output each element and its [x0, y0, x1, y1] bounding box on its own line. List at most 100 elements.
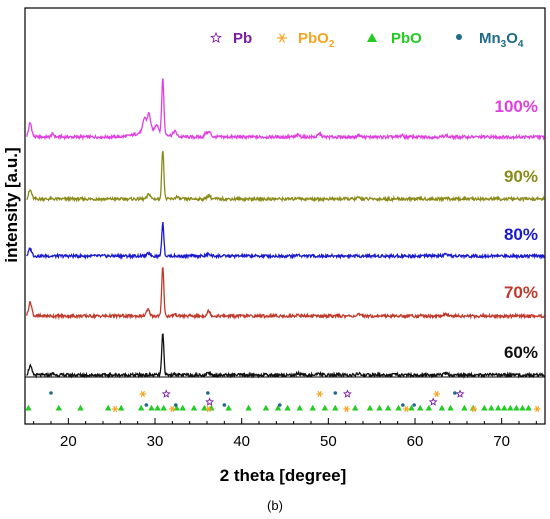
- plot-frame: [24, 7, 546, 425]
- marker-pbo: [438, 404, 446, 411]
- x-tick-label: 60: [407, 433, 424, 450]
- marker-pbo: [461, 404, 468, 411]
- legend-label-mn3o4: Mn3O4: [479, 30, 524, 50]
- marker-pbo2: [433, 390, 440, 398]
- series-labels: 100% 90% 80% 70% 60%: [495, 97, 538, 362]
- marker-pbo2: [139, 390, 147, 398]
- marker-pbo: [408, 404, 415, 411]
- marker-mn3o4: [412, 403, 416, 407]
- marker-pbo: [190, 404, 198, 411]
- marker-pbo2: [205, 405, 212, 413]
- legend-symbol-pbo2-icon: [277, 33, 287, 43]
- legend-label-pbo2: PbO2: [298, 30, 335, 50]
- marker-mn3o4: [278, 403, 282, 407]
- legend-symbols: [210, 31, 462, 43]
- marker-pbo: [225, 404, 232, 411]
- marker-pbo: [501, 404, 508, 411]
- marker-pbo: [154, 404, 161, 411]
- series-line-60pct: [26, 333, 546, 379]
- x-tick-label: 40: [233, 433, 250, 450]
- marker-pbo: [395, 404, 402, 411]
- marker-mn3o4: [333, 391, 338, 395]
- legend: Pb PbO2 PbO Mn3O4: [210, 30, 524, 50]
- marker-pbo2: [403, 405, 410, 413]
- figure-caption: (b): [267, 498, 283, 513]
- marker-pb: [161, 389, 171, 398]
- x-tick-label: 20: [60, 433, 77, 450]
- marker-pbo2: [534, 405, 541, 413]
- marker-pbo2: [169, 405, 176, 413]
- marker-pbo: [160, 404, 167, 411]
- legend-label-pb: Pb: [233, 30, 252, 47]
- series-layer: [26, 78, 546, 379]
- reference-markers: [25, 389, 541, 413]
- series-line-80pct: [26, 222, 546, 260]
- x-tick-label: 70: [493, 433, 510, 450]
- marker-pbo: [332, 404, 339, 411]
- marker-pbo: [25, 404, 32, 411]
- marker-mn3o4: [401, 403, 405, 407]
- marker-mn3o4: [453, 391, 457, 395]
- marker-pbo: [425, 404, 433, 411]
- marker-pb: [455, 389, 465, 398]
- marker-pbo: [262, 404, 270, 411]
- y-axis-title: intensity [a.u.]: [2, 147, 21, 262]
- x-tick-label: 50: [320, 433, 337, 450]
- series-label-90pct: 90%: [504, 167, 538, 186]
- marker-pbo: [488, 404, 495, 411]
- marker-pbo: [352, 404, 359, 411]
- marker-pbo: [148, 404, 155, 411]
- marker-pbo: [366, 404, 374, 411]
- marker-pbo2: [316, 390, 323, 398]
- series-line-70pct: [26, 267, 546, 320]
- marker-pbo: [118, 404, 125, 411]
- marker-pbo: [284, 404, 291, 411]
- marker-pbo2: [111, 405, 119, 413]
- marker-pbo: [481, 404, 488, 411]
- legend-symbol-mn3o4-icon: [456, 34, 462, 40]
- marker-pbo: [321, 404, 329, 411]
- marker-pbo: [201, 404, 208, 411]
- series-label-60pct: 60%: [504, 343, 538, 362]
- marker-pb: [428, 397, 438, 406]
- marker-pb: [205, 397, 215, 406]
- legend-symbol-pb-icon: [210, 31, 222, 43]
- marker-pbo: [179, 404, 186, 411]
- series-label-80pct: 80%: [504, 225, 538, 244]
- x-axis-title: 2 theta [degree]: [220, 466, 347, 485]
- x-axis: 20 30 40 50 60 70: [33, 418, 537, 450]
- marker-pbo: [376, 404, 383, 411]
- marker-mn3o4: [206, 391, 210, 395]
- marker-pbo: [296, 404, 303, 411]
- series-label-100pct: 100%: [495, 97, 538, 116]
- marker-pbo2: [470, 405, 478, 413]
- marker-mn3o4: [222, 403, 227, 407]
- marker-pbo: [77, 404, 84, 411]
- marker-pbo: [384, 404, 392, 411]
- marker-pbo: [55, 404, 62, 411]
- marker-pbo: [309, 404, 316, 411]
- legend-symbol-pbo-icon: [367, 33, 377, 42]
- marker-pbo: [507, 404, 514, 411]
- series-line-90pct: [26, 150, 545, 203]
- x-tick-label: 30: [147, 433, 164, 450]
- marker-pbo: [495, 404, 502, 411]
- marker-pbo: [525, 404, 532, 411]
- marker-pbo: [105, 404, 112, 411]
- marker-pbo: [245, 404, 252, 411]
- marker-mn3o4: [144, 403, 149, 407]
- marker-pbo: [447, 404, 454, 411]
- series-line-100pct: [26, 78, 545, 141]
- marker-pbo: [519, 404, 526, 411]
- legend-label-pbo: PbO: [391, 30, 422, 47]
- marker-pbo2: [343, 405, 350, 413]
- marker-pb: [342, 389, 352, 398]
- series-label-70pct: 70%: [504, 283, 538, 302]
- marker-pbo: [274, 404, 282, 411]
- marker-pbo: [417, 404, 424, 411]
- marker-mn3o4: [49, 391, 53, 395]
- marker-mn3o4: [174, 403, 178, 407]
- marker-pbo: [137, 404, 145, 411]
- marker-pbo: [513, 404, 520, 411]
